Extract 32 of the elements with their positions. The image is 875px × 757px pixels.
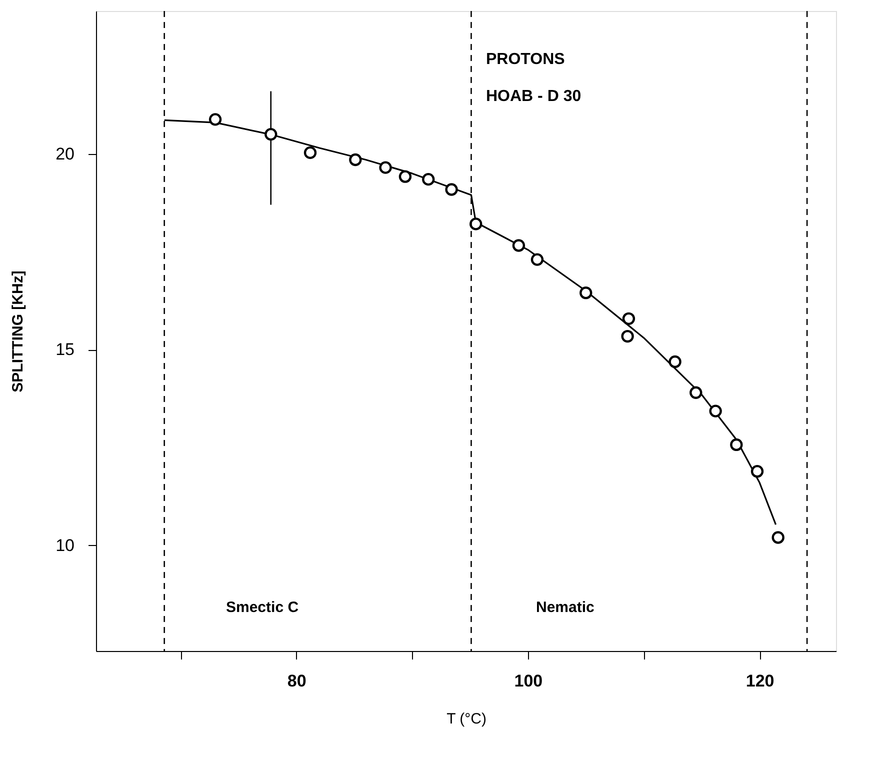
point xyxy=(750,464,764,478)
y-axis-title: SPLITTING [KHz] xyxy=(10,270,27,392)
annotation: Nematic xyxy=(536,599,594,616)
x-axis-title: T (°C) xyxy=(446,710,486,728)
point xyxy=(304,146,317,160)
point xyxy=(668,355,682,368)
point xyxy=(621,330,634,343)
point xyxy=(690,386,702,399)
point xyxy=(512,239,526,252)
annotation: Smectic C xyxy=(226,599,299,616)
point xyxy=(422,172,435,186)
x-tick-label: 100 xyxy=(514,672,543,690)
annotation: HOAB - D 30 xyxy=(486,88,582,105)
point xyxy=(379,161,392,174)
point xyxy=(730,438,743,452)
x-tick-label: 120 xyxy=(746,672,774,690)
y-tick-label: 20 xyxy=(56,144,74,164)
point xyxy=(580,286,592,300)
x-tick-label: 80 xyxy=(287,672,306,690)
point xyxy=(208,113,222,126)
point xyxy=(264,128,278,141)
y-tick-label: 15 xyxy=(56,340,74,360)
point xyxy=(530,253,544,266)
y-tick-label: 10 xyxy=(56,536,74,555)
annotation: PROTONS xyxy=(486,51,566,68)
point xyxy=(622,312,636,326)
point xyxy=(709,404,722,418)
point xyxy=(445,183,458,196)
point xyxy=(349,153,362,166)
point xyxy=(398,170,412,183)
point xyxy=(470,218,482,230)
point xyxy=(772,531,784,544)
